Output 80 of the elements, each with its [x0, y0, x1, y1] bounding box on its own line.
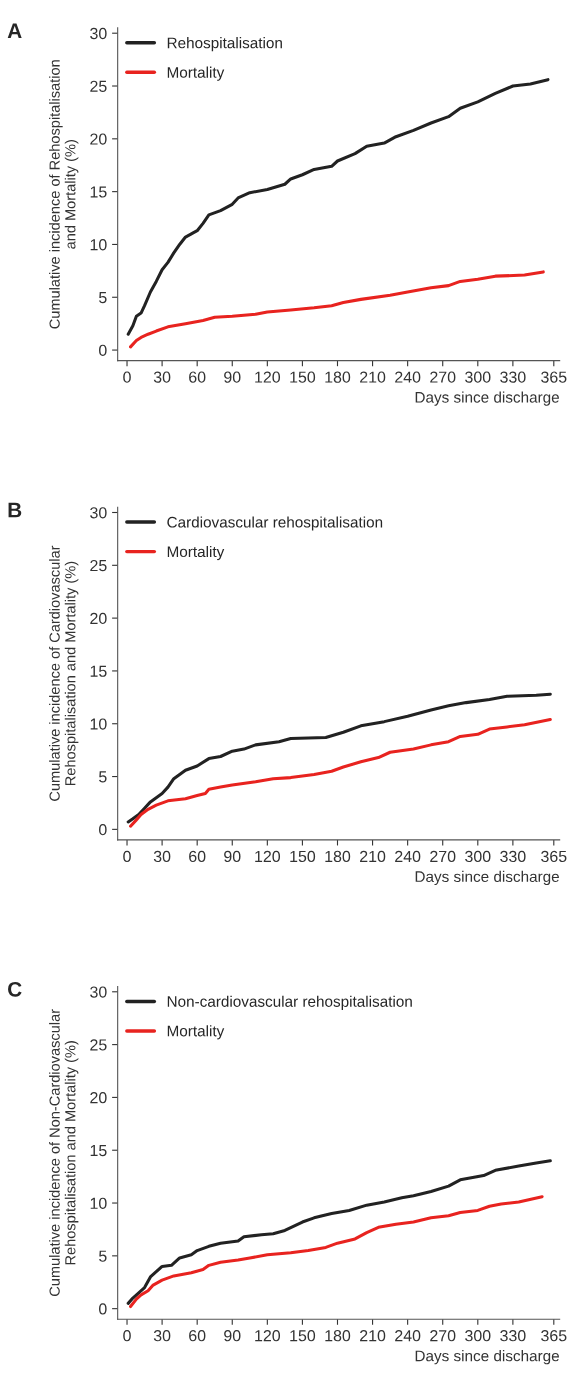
y-tick-label: 30 [90, 986, 107, 998]
y-tick-label: 15 [90, 186, 107, 198]
x-tick-label: 270 [430, 850, 456, 863]
x-tick-label: 365 [541, 1330, 567, 1342]
y-tick-label: 15 [90, 1145, 107, 1157]
x-axis-title: Days since discharge [415, 1350, 559, 1365]
x-tick-label: 90 [224, 850, 241, 863]
x-tick-label: 0 [123, 1330, 131, 1342]
y-tick-label: 20 [90, 1092, 107, 1104]
line-series [129, 270, 545, 349]
x-tick-label: 240 [395, 371, 421, 383]
x-tick-label: 330 [500, 850, 526, 863]
x-tick-label: 240 [395, 1330, 421, 1342]
y-tick-label: 25 [90, 80, 107, 92]
x-tick-label: 30 [153, 850, 171, 863]
x-tick-label: 330 [500, 371, 526, 383]
x-axis-title: Days since discharge [415, 870, 559, 886]
x-tick-label: 180 [325, 850, 351, 863]
x-tick-label: 300 [465, 371, 491, 383]
line-series [129, 1195, 544, 1309]
legend-label: Mortality [167, 1025, 225, 1040]
y-axis-title: Cumulative incidence of Non-Cardiovascular Rehospitalisation and Mortality (%) [49, 1009, 79, 1296]
y-tick-label: 5 [99, 1250, 107, 1262]
x-tick-label: 330 [500, 1330, 526, 1342]
y-tick-label: 10 [90, 1197, 107, 1209]
y-tick-label: 5 [99, 771, 107, 783]
y-tick-label: 20 [90, 133, 107, 145]
legend-label: Rehospitalisation [167, 37, 282, 52]
x-tick-label: 270 [430, 371, 456, 383]
x-tick-label: 120 [255, 371, 281, 383]
y-tick-label: 25 [90, 559, 107, 572]
line-series [126, 692, 552, 824]
y-axis-title: Cumulative incidence of Cardiovascular Rehospitalisation and Mortality (%) [49, 545, 79, 801]
x-tick-label: 0 [123, 850, 131, 863]
y-tick-label: 5 [99, 292, 107, 304]
x-tick-label: 180 [325, 371, 351, 383]
y-tick-label: 15 [90, 665, 107, 677]
y-tick-label: 0 [99, 1303, 107, 1315]
x-tick-label: 210 [360, 371, 386, 383]
legend-label: Cardiovascular rehospitalisation [167, 516, 383, 531]
chart-title: C [8, 981, 22, 997]
legend-label: Mortality [167, 545, 225, 561]
x-tick-label: 120 [255, 850, 281, 863]
chart-title: A [7, 23, 22, 38]
y-tick-label: 10 [90, 239, 107, 251]
y-tick-label: 30 [90, 27, 107, 40]
legend-label: Non-cardiovascular rehospitalisation [167, 995, 412, 1010]
y-tick-label: 0 [99, 824, 107, 836]
line-series [129, 717, 552, 828]
x-tick-label: 120 [255, 1330, 281, 1342]
x-tick-label: 240 [395, 850, 421, 863]
x-tick-label: 210 [360, 1330, 386, 1342]
y-tick-label: 20 [90, 612, 107, 625]
x-tick-label: 300 [465, 850, 491, 863]
legend-label: Mortality [167, 66, 225, 81]
y-tick-label: 25 [90, 1039, 107, 1051]
x-axis-title: Days since discharge [415, 391, 559, 406]
x-tick-label: 365 [541, 371, 567, 383]
chart-title: B [8, 502, 22, 518]
x-tick-label: 300 [465, 1330, 491, 1342]
x-tick-label: 60 [189, 371, 206, 383]
x-tick-label: 180 [325, 1330, 351, 1342]
y-tick-label: 0 [99, 344, 107, 357]
x-tick-label: 30 [153, 1330, 171, 1342]
x-tick-label: 150 [290, 371, 316, 383]
y-axis-title: Cumulative incidence of Rehospitalisation and Mortality (%) [49, 60, 79, 329]
x-tick-label: 150 [290, 1330, 316, 1342]
y-tick-label: 30 [90, 507, 107, 519]
x-tick-label: 90 [224, 371, 241, 383]
x-tick-label: 30 [153, 371, 171, 383]
x-tick-label: 270 [430, 1330, 456, 1342]
line-series [126, 1159, 552, 1305]
x-tick-label: 90 [224, 1330, 241, 1342]
x-tick-label: 60 [189, 1330, 206, 1342]
x-tick-label: 210 [360, 850, 386, 863]
x-tick-label: 60 [189, 850, 206, 863]
x-tick-label: 0 [123, 371, 131, 383]
y-tick-label: 10 [90, 718, 107, 730]
x-tick-label: 150 [290, 850, 316, 863]
x-tick-label: 365 [541, 850, 567, 863]
